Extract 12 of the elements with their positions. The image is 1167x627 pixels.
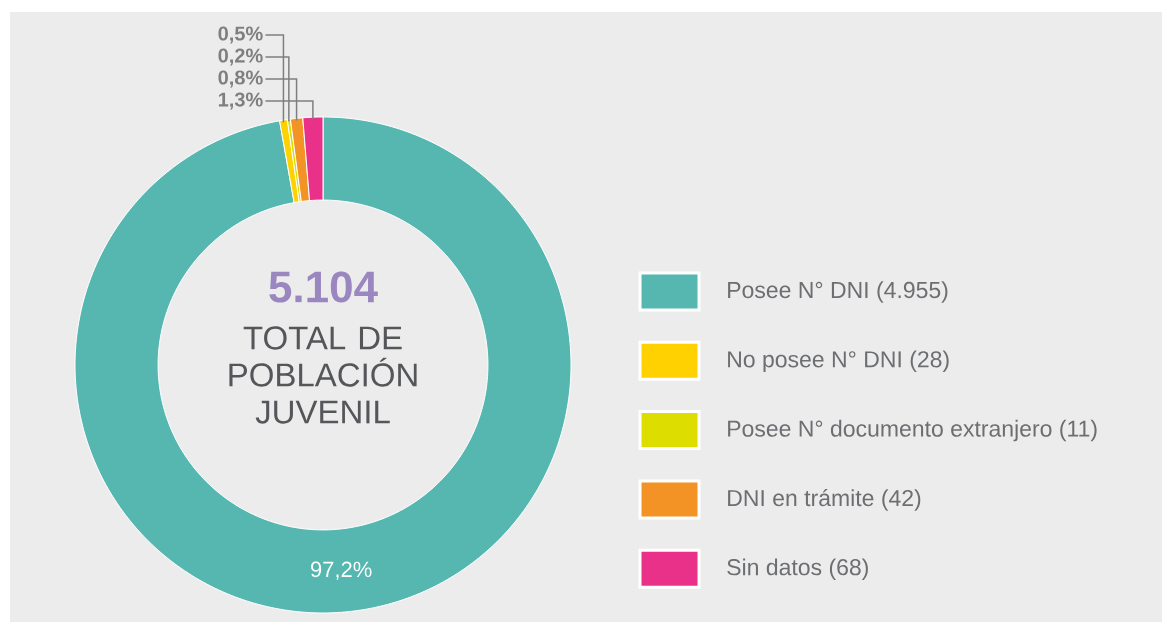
data-label: 0,5% — [218, 26, 263, 44]
legend-label: DNI en trámite (42) — [728, 489, 921, 511]
data-label: 0,8% — [218, 70, 263, 88]
legend-label: Posee N° DNI (4.955) — [728, 281, 948, 303]
data-label: 97,2% — [310, 561, 372, 580]
data-label: 1,3% — [218, 92, 263, 110]
text: TOTAL DE POBLACIÓN JUVENIL — [229, 326, 417, 424]
text: 5.104 — [269, 271, 378, 303]
legend-label: Sin datos (68) — [727, 558, 868, 580]
legend-label: No posee N° DNI (28) — [728, 350, 949, 372]
data-label: 0,2% — [218, 48, 263, 66]
legend-label: Posee N° documento extranjero (11) — [728, 419, 1097, 442]
